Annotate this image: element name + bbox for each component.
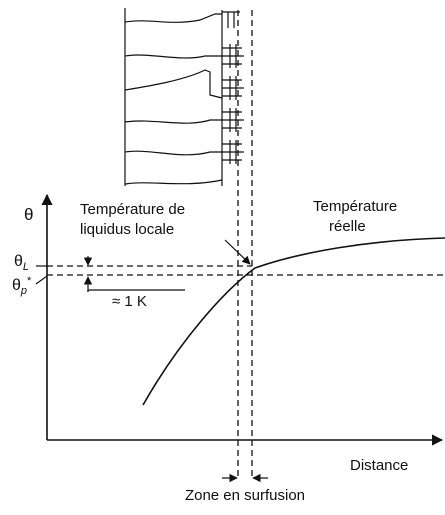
level-tick <box>36 276 47 284</box>
x-axis-label: Distance <box>350 457 408 474</box>
annotation: Température de <box>80 201 185 218</box>
diagram: θ Distance θL θp* ≈ 1 K Température de l… <box>0 0 445 515</box>
annotation: Température <box>313 198 397 215</box>
temperature-curve <box>143 238 445 405</box>
y-axis-label: θ <box>24 205 33 224</box>
cell-structure <box>125 8 244 186</box>
zone-label: Zone en surfusion <box>185 487 305 504</box>
annotation: liquidus locale <box>80 221 174 238</box>
level-label: θL <box>14 253 29 273</box>
annotation: réelle <box>329 218 366 235</box>
gap-leader <box>88 290 185 292</box>
level-label: θp* <box>12 275 32 297</box>
gap-label: ≈ 1 K <box>112 293 147 310</box>
